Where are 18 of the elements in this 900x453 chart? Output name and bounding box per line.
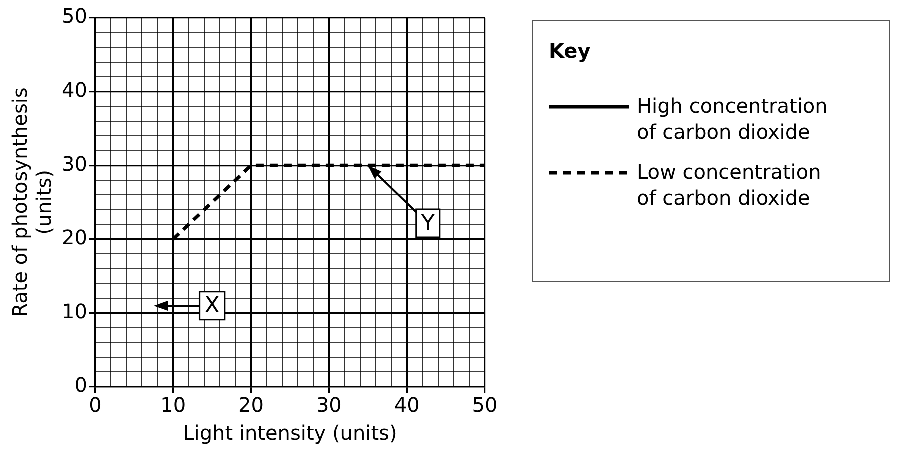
x-axis-title: Light intensity (units) [183,421,398,446]
y-tick-label: 10 [62,299,88,324]
x-tick-label: 40 [394,393,420,418]
y-tick-label: 50 [62,4,88,28]
legend-title: Key [549,39,592,63]
y-tick-label: 40 [62,78,88,102]
x-tick-label: 50 [472,393,498,418]
x-tick-label: 30 [316,393,342,418]
annotation: X [204,294,220,319]
x-tick-label: 20 [238,393,264,418]
y-tick-label: 20 [62,226,88,250]
x-tick-label: 10 [160,393,186,418]
legend-label: High concentration of carbon dioxide [637,93,828,145]
y-axis-title: Rate of photosynthesis (units) [8,88,56,318]
annotation: Y [420,211,436,236]
y-tick-label: 0 [74,373,88,398]
y-tick-label: 30 [62,152,88,176]
legend-label: Low concentration of carbon dioxide [637,159,822,211]
